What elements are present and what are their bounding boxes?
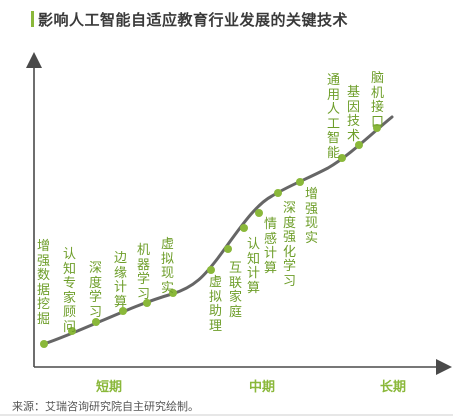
phase-long-term: 长期 bbox=[380, 380, 407, 395]
technology-label: 互联家庭 bbox=[228, 261, 242, 320]
technology-marker bbox=[119, 307, 127, 315]
technology-marker bbox=[207, 266, 215, 274]
technology-label: 基因技术 bbox=[346, 85, 360, 144]
title-accent-bar bbox=[31, 11, 34, 27]
technology-label: 虚拟现实 bbox=[160, 237, 174, 296]
technology-marker bbox=[224, 245, 232, 253]
technology-marker bbox=[143, 299, 151, 307]
bottom-divider bbox=[0, 414, 453, 416]
technology-marker bbox=[255, 209, 263, 217]
technology-label: 机器学习 bbox=[136, 243, 150, 302]
diagram-title: 影响人工智能自适应教育行业发展的关键技术 bbox=[38, 11, 349, 29]
technology-marker bbox=[355, 141, 363, 149]
technology-marker bbox=[338, 154, 346, 162]
technology-label: 边缘计算 bbox=[113, 251, 127, 310]
technology-marker bbox=[68, 327, 76, 335]
phase-mid-term: 中期 bbox=[249, 380, 276, 395]
technology-label: 认知计算 bbox=[246, 237, 260, 296]
technology-marker bbox=[274, 189, 282, 197]
technology-marker bbox=[373, 124, 381, 132]
technology-marker bbox=[240, 224, 248, 232]
technology-label: 深度学习 bbox=[88, 261, 102, 320]
technology-label: 情感计算 bbox=[263, 217, 277, 276]
technology-label: 深度强化学习 bbox=[282, 201, 296, 289]
technology-marker bbox=[40, 340, 48, 348]
source-note: 来源：艾瑞咨询研究院自主研究绘制。 bbox=[12, 400, 199, 413]
technology-label: 通用人工智能 bbox=[326, 73, 340, 161]
technology-label: 增强现实 bbox=[304, 187, 318, 246]
technology-label: 虚拟助理 bbox=[208, 275, 222, 334]
technology-label: 认知专家顾问 bbox=[62, 247, 76, 335]
technology-label: 增强数据挖掘 bbox=[36, 239, 50, 327]
technology-label: 脑机接口 bbox=[370, 71, 384, 130]
technology-markers bbox=[40, 124, 381, 348]
technology-marker bbox=[296, 178, 304, 186]
technology-marker bbox=[92, 318, 100, 326]
phase-short-term: 短期 bbox=[96, 380, 123, 395]
technology-marker bbox=[169, 289, 177, 297]
